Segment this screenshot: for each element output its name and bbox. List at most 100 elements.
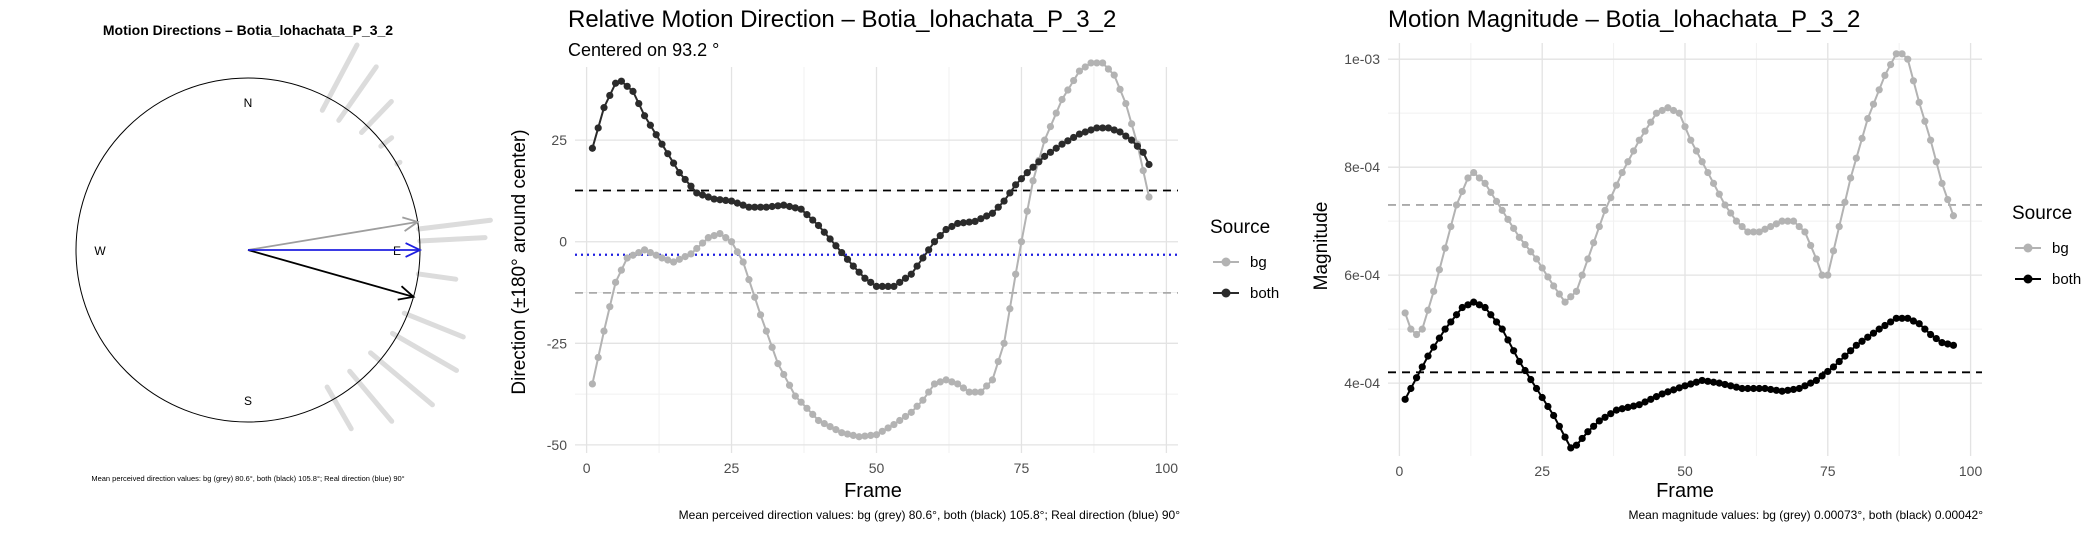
p2-point-both — [901, 274, 910, 282]
p3-point-both — [1841, 352, 1849, 360]
p2-point-both — [936, 232, 944, 240]
p2-y-tick-label: 25 — [551, 132, 567, 148]
p2-point-bg — [1110, 71, 1118, 79]
p3-point-bg — [1567, 293, 1575, 301]
p2-point-bg — [594, 353, 602, 362]
p2-point-bg — [600, 327, 608, 335]
p3-point-both — [1492, 318, 1501, 326]
p2-point-bg — [1017, 238, 1026, 246]
p2-point-bg — [669, 258, 678, 266]
direction-caption: Mean perceived direction values: bg (gre… — [679, 508, 1181, 522]
p3-point-both — [1504, 336, 1512, 344]
p2-point-bg — [797, 398, 805, 406]
p3-point-both — [1898, 314, 1906, 322]
p3-point-bg — [1807, 241, 1815, 250]
p2-x-tick-label: 0 — [583, 460, 591, 476]
polar-arrowhead-real — [405, 242, 423, 258]
p2-point-both — [693, 189, 701, 197]
p3-point-both — [1755, 384, 1763, 393]
p3-point-both — [1675, 384, 1683, 392]
p3-point-bg — [1721, 201, 1729, 209]
polar-ray-3 — [378, 135, 395, 149]
p2-point-both — [878, 282, 886, 291]
p2-series-line-bg — [591, 61, 1150, 438]
p3-point-both — [1635, 401, 1643, 409]
p2-point-bg — [814, 416, 823, 425]
p3-point-bg — [1458, 187, 1466, 196]
polar-ray-12 — [324, 384, 354, 432]
polar-ray-2 — [359, 99, 394, 135]
p3-point-bg — [1452, 201, 1461, 209]
direction-legend-bg-label: bg — [1250, 254, 1267, 271]
polar-arrow-both — [247, 249, 414, 298]
p2-point-both — [809, 216, 817, 224]
p3-point-bg — [1652, 109, 1661, 117]
p2-point-both — [867, 278, 875, 286]
p2-point-both — [704, 193, 712, 201]
p2-point-bg — [687, 250, 695, 258]
magnitude-series-group — [1401, 50, 1958, 452]
p2-point-both — [617, 77, 625, 85]
p3-point-bg — [1532, 255, 1541, 263]
p3-point-both — [1915, 320, 1923, 328]
p3-point-bg — [1550, 282, 1558, 290]
p2-point-bg — [832, 426, 840, 434]
p2-point-bg — [954, 380, 962, 388]
p2-point-bg — [623, 254, 631, 262]
direction-y-axis-label: Direction (±180° around center) — [509, 129, 530, 394]
p2-point-bg — [901, 412, 910, 421]
magnitude-reference-lines — [1388, 204, 1982, 374]
p3-point-both — [1784, 386, 1792, 394]
p2-point-both — [930, 238, 939, 246]
p2-point-bg — [809, 410, 817, 418]
p2-point-bg — [878, 427, 886, 435]
p3-point-bg — [1624, 158, 1632, 166]
p3-point-both — [1612, 406, 1621, 414]
p2-point-bg — [640, 246, 649, 254]
p2-point-bg — [629, 251, 637, 259]
p2-point-both — [791, 204, 799, 212]
p2-point-both — [623, 82, 631, 90]
p3-point-bg — [1801, 228, 1809, 236]
p3-point-bg — [1475, 174, 1483, 182]
p2-point-both — [762, 203, 770, 211]
p2-point-bg — [635, 248, 643, 257]
p2-point-both — [733, 199, 741, 207]
p2-point-bg — [588, 380, 596, 388]
p2-point-both — [1116, 128, 1124, 136]
p3-point-both — [1521, 366, 1529, 375]
panel-motion-magnitude: Motion Magnitude – Botia_lohachata_P_3_2… — [1311, 6, 2081, 522]
p3-point-bg — [1572, 287, 1581, 295]
p2-y-tick-label: -50 — [547, 437, 567, 453]
p3-point-bg — [1761, 225, 1769, 233]
polar-ray-5 — [416, 217, 493, 232]
p3-point-bg — [1618, 168, 1626, 177]
p3-point-bg — [1692, 147, 1701, 155]
p3-point-bg — [1418, 325, 1426, 333]
polar-ray-0 — [319, 42, 360, 113]
p2-point-bg — [965, 388, 973, 396]
p2-point-both — [971, 217, 979, 225]
p3-point-both — [1749, 384, 1758, 393]
p3-point-bg — [1909, 77, 1918, 85]
p3-point-bg — [1555, 290, 1563, 298]
p2-point-bg — [617, 266, 625, 274]
p3-point-bg — [1521, 240, 1529, 249]
p2-point-both — [646, 121, 654, 129]
p2-point-bg — [826, 422, 834, 431]
p2-point-bg — [698, 239, 707, 247]
p2-point-both — [820, 228, 828, 236]
p2-point-bg — [977, 388, 985, 396]
p3-point-bg — [1852, 154, 1860, 162]
p3-point-bg — [1578, 271, 1586, 279]
p3-point-bg — [1412, 330, 1421, 339]
polar-ray-4 — [394, 159, 403, 167]
p3-point-bg — [1915, 98, 1923, 106]
p3-x-tick-label: 75 — [1820, 463, 1836, 479]
p2-point-both — [919, 254, 927, 262]
p3-point-both — [1647, 395, 1655, 403]
p2-point-both — [640, 112, 649, 120]
p2-point-both — [803, 211, 811, 219]
p3-point-bg — [1487, 188, 1495, 196]
